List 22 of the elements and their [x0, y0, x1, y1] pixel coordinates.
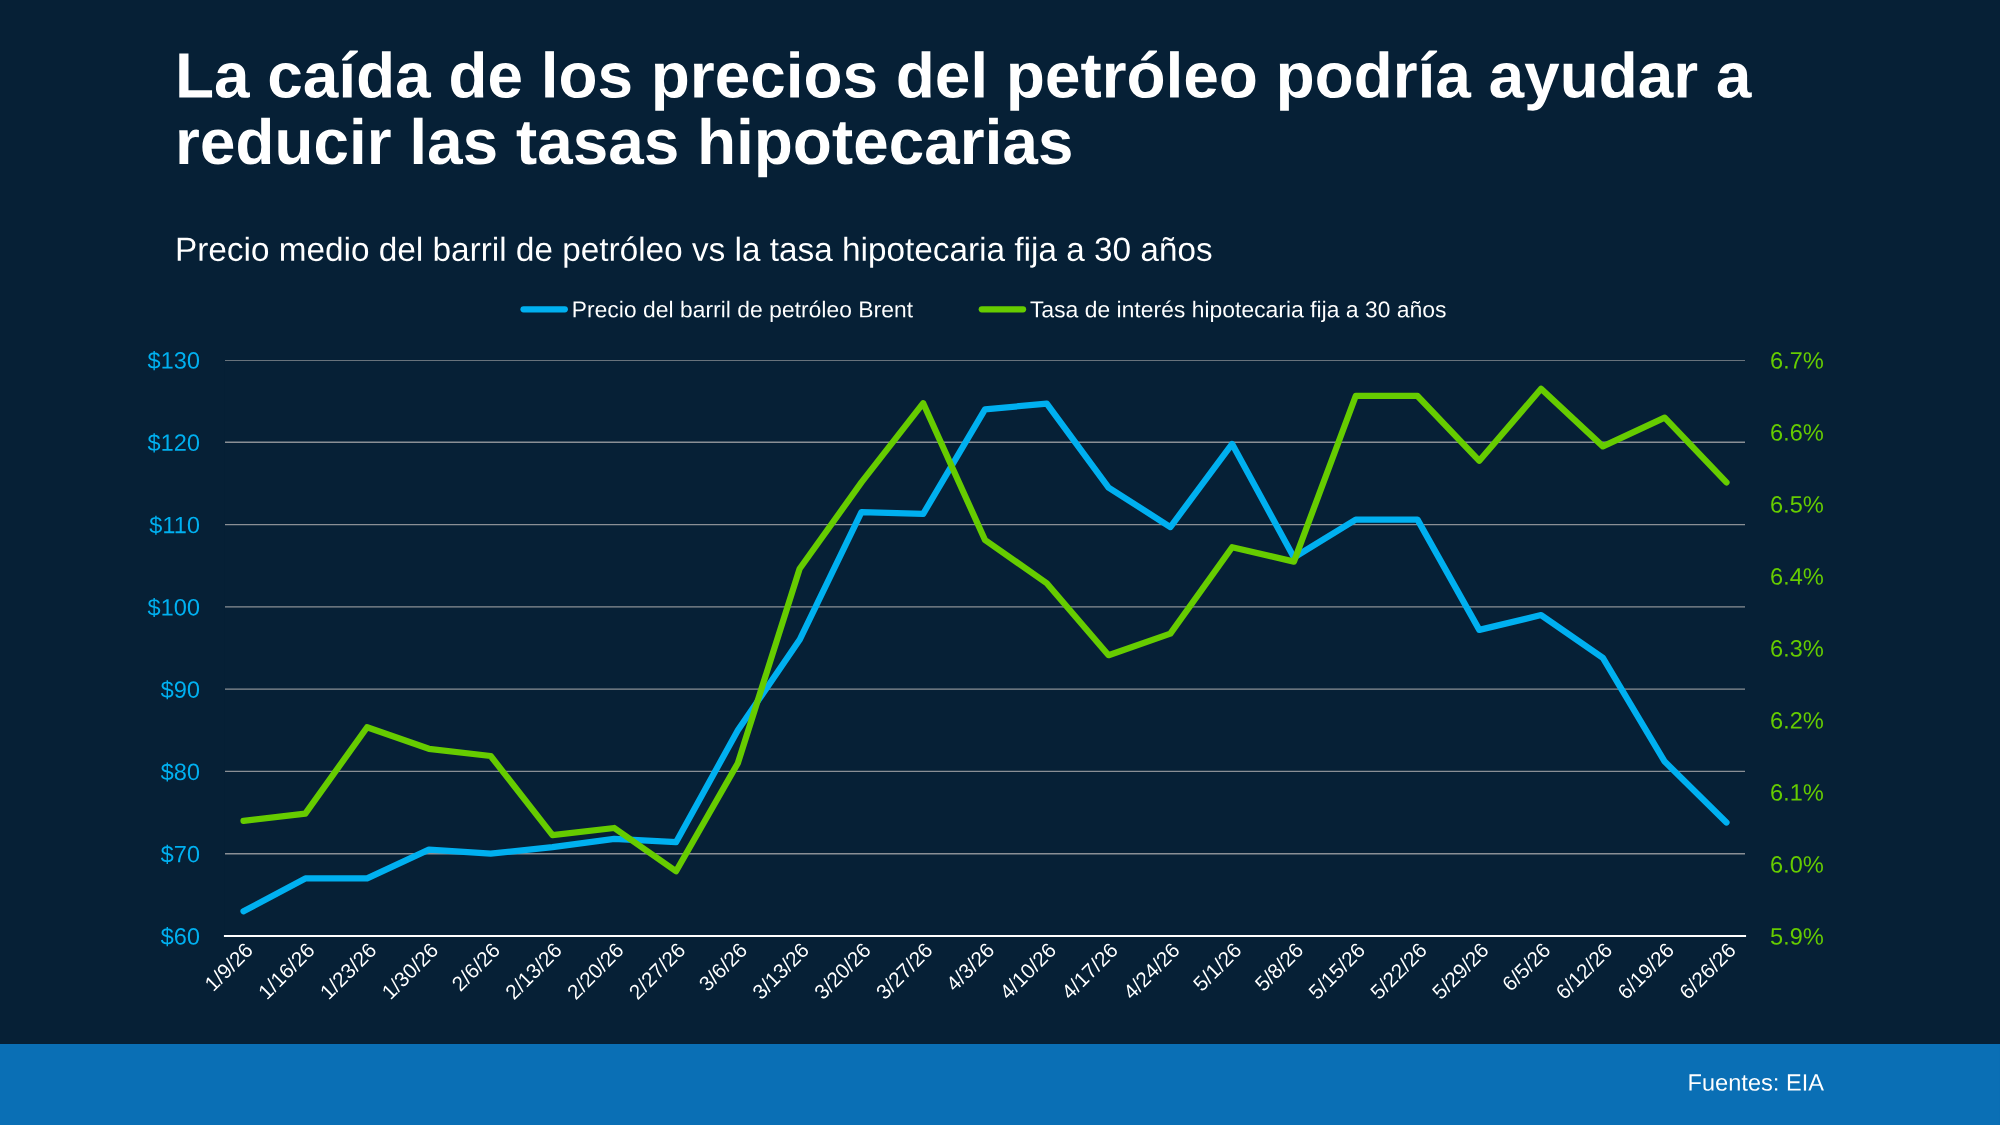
- y-tick-label: $80: [160, 762, 200, 782]
- y2-tick-label: 6.0%: [1771, 856, 1823, 873]
- legend-label: Precio del barril de petróleo Brent: [573, 300, 913, 323]
- y2-tick-label: 6.7%: [1771, 352, 1823, 369]
- y2-tick-label: 6.1%: [1771, 784, 1823, 801]
- y-tick-label: $60: [160, 927, 200, 947]
- y2-tick-label: 6.5%: [1771, 496, 1823, 513]
- y-tick-label: $70: [160, 844, 200, 864]
- y2-tick-label: 6.3%: [1771, 640, 1823, 657]
- y-tick-label: $120: [147, 433, 200, 453]
- y2-tick-label: 6.6%: [1771, 424, 1823, 441]
- y-tick-label: $90: [160, 680, 200, 700]
- y-tick-label: $110: [149, 515, 200, 535]
- y2-tick-label: 6.4%: [1771, 568, 1823, 585]
- y2-tick-label: 5.9%: [1770, 928, 1823, 945]
- chart-title: La caída de los precios del petróleo podría ayudar a reducir las tasas hipotecarias: [179, 50, 1752, 178]
- source-note: Fuentes: EIA: [1689, 1074, 1824, 1091]
- chart-subtitle: Precio medio del barril de petróleo vs la tasa hipotecaria fija a 30 años: [177, 236, 1212, 268]
- y2-tick-label: 6.2%: [1771, 712, 1823, 729]
- legend-label: Tasa de interés hipotecaria fija a 30 años: [1030, 300, 1446, 323]
- y-tick-label: $100: [147, 597, 200, 618]
- y-tick-label: $130: [147, 351, 200, 371]
